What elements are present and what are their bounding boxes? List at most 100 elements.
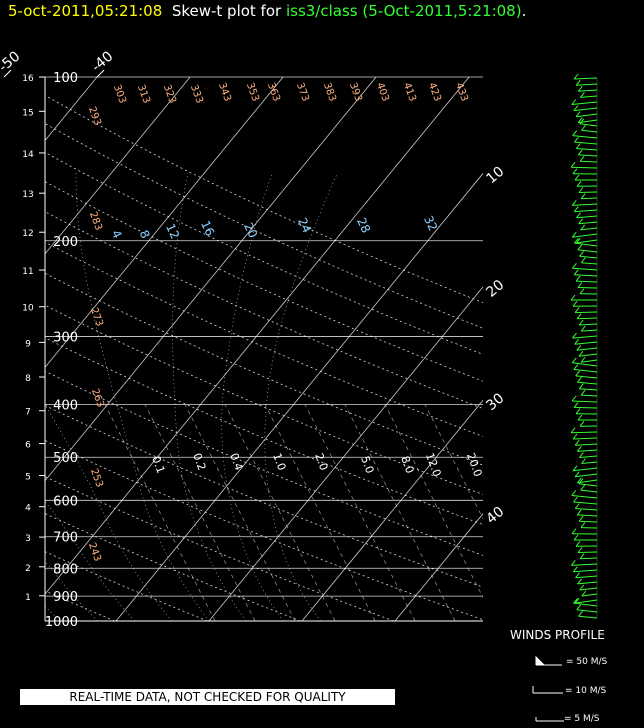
wind-barb-flag (574, 74, 578, 79)
height-label: 6 (25, 441, 31, 451)
mixing-ratio-label: 12.0 (423, 451, 444, 478)
mixing-ratio-label: 2.0 (312, 451, 330, 472)
wind-barb (577, 515, 597, 516)
dry-adiabat-label: 253 (88, 467, 105, 489)
wind-barb-flag (578, 283, 582, 288)
dry-adiabat-label: 273 (88, 306, 105, 328)
height-label: 13 (22, 190, 33, 200)
isotherm (0, 77, 97, 621)
winds-profile (571, 74, 597, 618)
wind-barb (576, 149, 597, 151)
wind-barb (575, 444, 597, 445)
height-label: 4 (25, 504, 31, 514)
mixing-ratio-label: 1.0 (270, 451, 288, 472)
wind-barb-flag (573, 169, 577, 174)
moist-adiabat-label: 32 (421, 213, 440, 233)
wind-barb (576, 243, 597, 246)
wind-barb (577, 216, 598, 218)
wind-barb-flag (571, 162, 575, 167)
wind-barb-flag (580, 421, 584, 426)
wind-barb-flag (575, 175, 579, 180)
wind-legend-10: = 10 M/S (531, 683, 621, 700)
height-label: 1 (25, 593, 31, 603)
dry-adiabat (13, 77, 644, 621)
wind-barb (579, 389, 597, 390)
height-label: 10 (22, 304, 34, 314)
dry-adiabat-label: 393 (347, 81, 364, 103)
height-label: 5 (25, 473, 31, 483)
dry-adiabat (0, 77, 580, 621)
wind-barb (579, 192, 597, 193)
isotherm (209, 77, 644, 621)
wind-legend-5: = 5 M/S (534, 711, 624, 728)
wind-barb-flag (572, 358, 576, 363)
wind-barb-flag (577, 377, 581, 382)
wind-barb-flag (574, 364, 578, 369)
wind-barb (574, 407, 597, 408)
mixing-ratio-line (225, 405, 335, 621)
wind-barb (571, 432, 597, 433)
wind-barb (573, 570, 597, 572)
height-label: 7 (25, 408, 31, 418)
dewpoint-line (0, 77, 10, 621)
dry-adiabat-label: 403 (374, 81, 391, 103)
wind-barb (578, 552, 597, 553)
wind-barb-flag (572, 200, 576, 205)
wind-barb (571, 564, 597, 565)
right-temperature-label: 30 (483, 390, 507, 414)
wind-barb (578, 90, 597, 91)
wind-barb (578, 582, 597, 584)
wind-barb (581, 228, 597, 230)
height-label: 15 (22, 108, 33, 118)
wind-barb-flag (579, 516, 583, 521)
pressure-label: 200 (53, 235, 78, 250)
pressure-label: 600 (53, 494, 78, 509)
wind-barb-flag (573, 301, 577, 306)
wind-barb-flag (578, 150, 582, 155)
mixing-ratio-line (105, 405, 215, 621)
wind-barb (581, 395, 597, 396)
wind-barb (580, 256, 598, 258)
isotherm (23, 77, 469, 621)
wind-barb-flag (572, 396, 576, 401)
dry-adiabat (0, 77, 644, 621)
wind-barb (572, 401, 597, 402)
wind-barb (571, 167, 597, 168)
wind-barb-flag (578, 86, 582, 91)
dry-adiabat (0, 77, 22, 621)
wind-barb (578, 288, 597, 289)
dry-adiabat-label: 313 (135, 83, 152, 105)
wind-barb-flag (579, 611, 583, 616)
wind-barb (574, 108, 597, 111)
wind-barb-flag (572, 263, 576, 268)
wind-barb-flag (575, 504, 579, 509)
wind-barb-flag (580, 289, 584, 294)
wind-barb (574, 275, 597, 276)
wind-barb-flag (581, 326, 585, 331)
wind-barb-flag (574, 497, 578, 502)
wind-legend-50: = 50 M/S (534, 655, 624, 672)
right-temperature-label: 40 (483, 504, 507, 528)
wind-barb-flag (572, 491, 576, 496)
moist-adiabat-label: 20 (241, 220, 260, 240)
mixing-ratio-label: 20.0 (464, 451, 485, 478)
wind-barb (575, 603, 597, 606)
wind-barb (582, 462, 598, 464)
wind-barb-flag (581, 523, 585, 528)
wind-barb (573, 438, 597, 439)
height-label: 2 (25, 564, 31, 574)
grid-layer (0, 77, 644, 621)
wind-barb (575, 142, 598, 144)
dry-adiabat (0, 77, 644, 621)
wind-barb (576, 376, 597, 378)
wind-barb (572, 102, 597, 105)
mixing-ratio-line (185, 405, 295, 621)
wind-barb (581, 330, 597, 331)
wind-barb-flag (581, 390, 585, 395)
data-quality-warning: REAL-TIME DATA, NOT CHECKED FOR QUALITY (20, 689, 395, 705)
wind-barb (575, 509, 597, 511)
wind-barb-flag (578, 245, 582, 250)
wind-barb-flag (581, 485, 585, 490)
mixing-ratio-line (265, 405, 375, 621)
moist-adiabat-label: 16 (198, 218, 217, 238)
